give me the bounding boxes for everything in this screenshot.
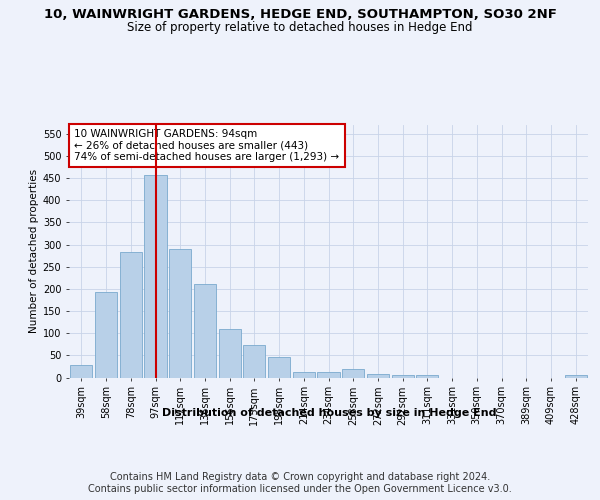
Text: Contains public sector information licensed under the Open Government Licence v3: Contains public sector information licen… bbox=[88, 484, 512, 494]
Bar bbox=[194, 284, 216, 378]
Y-axis label: Number of detached properties: Number of detached properties bbox=[29, 169, 38, 334]
Text: 10, WAINWRIGHT GARDENS, HEDGE END, SOUTHAMPTON, SO30 2NF: 10, WAINWRIGHT GARDENS, HEDGE END, SOUTH… bbox=[44, 8, 556, 20]
Bar bbox=[145, 174, 167, 378]
Bar bbox=[565, 376, 587, 378]
Bar bbox=[367, 374, 389, 378]
Bar bbox=[392, 375, 414, 378]
Bar bbox=[243, 345, 265, 378]
Bar bbox=[416, 376, 439, 378]
Bar bbox=[268, 357, 290, 378]
Bar bbox=[293, 372, 315, 378]
Bar bbox=[317, 372, 340, 378]
Bar bbox=[95, 292, 117, 378]
Bar bbox=[119, 252, 142, 378]
Text: Size of property relative to detached houses in Hedge End: Size of property relative to detached ho… bbox=[127, 21, 473, 34]
Text: Distribution of detached houses by size in Hedge End: Distribution of detached houses by size … bbox=[161, 408, 496, 418]
Bar bbox=[169, 248, 191, 378]
Text: 10 WAINWRIGHT GARDENS: 94sqm
← 26% of detached houses are smaller (443)
74% of s: 10 WAINWRIGHT GARDENS: 94sqm ← 26% of de… bbox=[74, 129, 340, 162]
Bar bbox=[218, 329, 241, 378]
Bar bbox=[342, 368, 364, 378]
Text: Contains HM Land Registry data © Crown copyright and database right 2024.: Contains HM Land Registry data © Crown c… bbox=[110, 472, 490, 482]
Bar bbox=[70, 365, 92, 378]
